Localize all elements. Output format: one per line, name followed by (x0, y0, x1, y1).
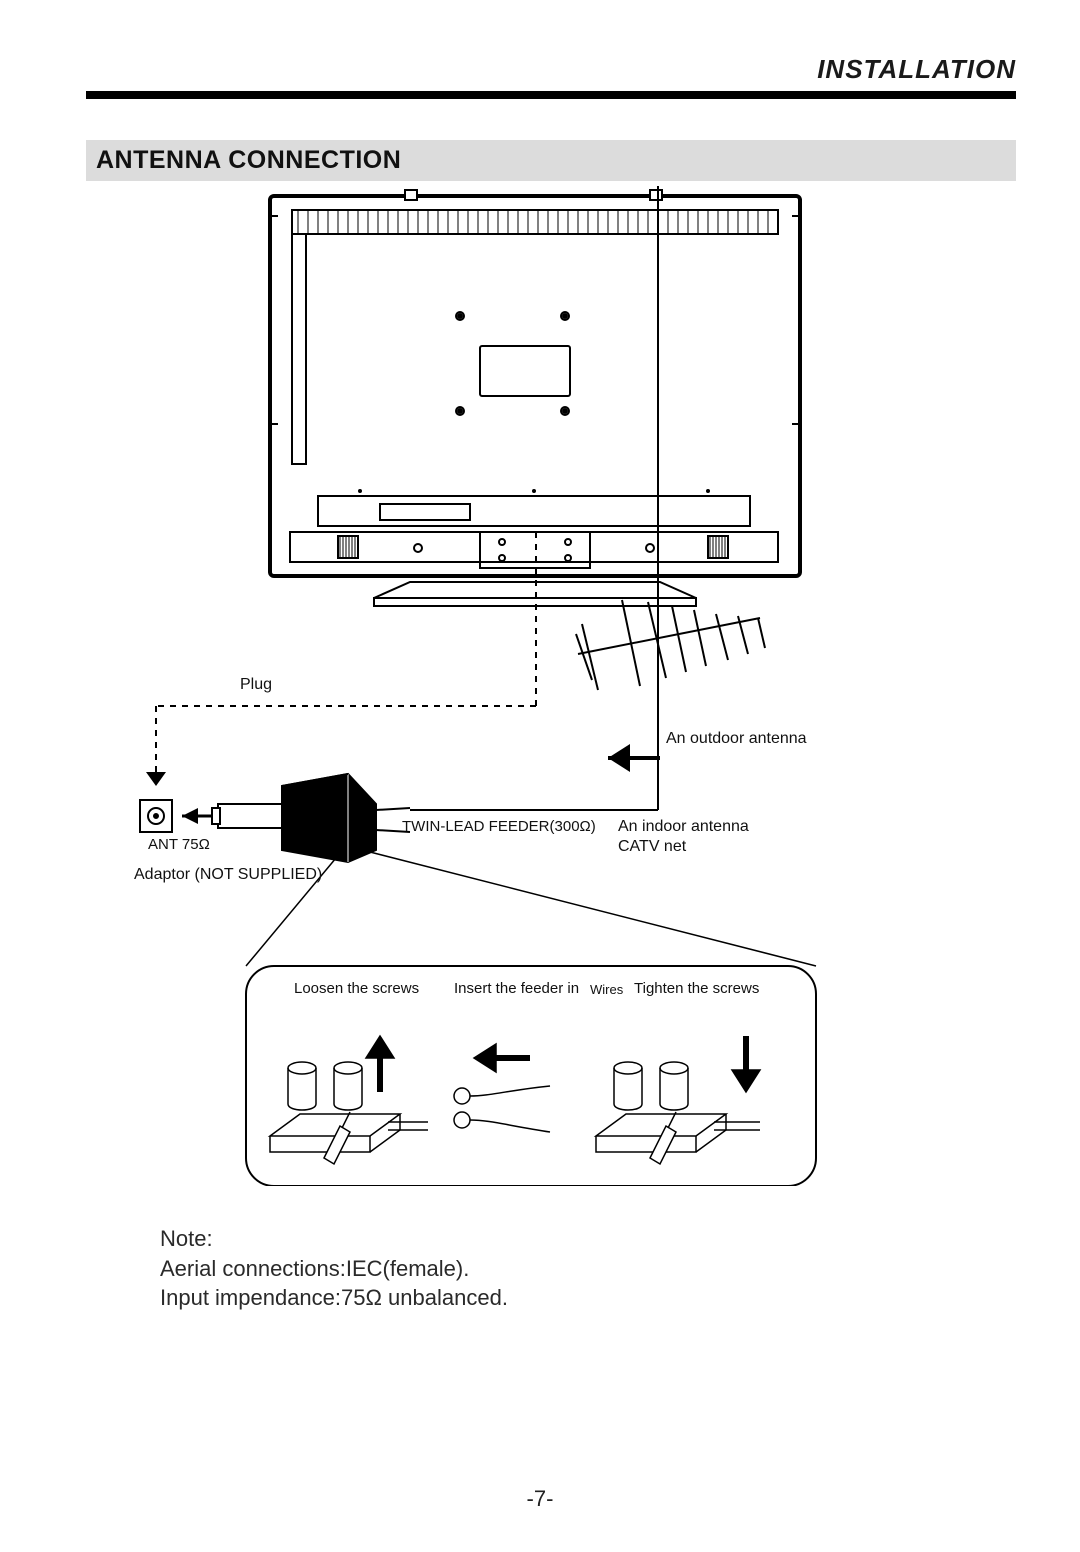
diagram: Plug An outdoor antenna ANT 75Ω TWIN-LEA… (110, 186, 940, 1186)
tv-back-panel-icon (270, 190, 800, 606)
note-title: Note: (160, 1224, 508, 1254)
label-insert: Insert the feeder in (454, 980, 579, 997)
note-block: Note: Aerial connections:IEC(female). In… (160, 1224, 508, 1313)
label-adaptor: Adaptor (NOT SUPPLIED) (134, 866, 322, 884)
label-plug: Plug (240, 676, 272, 694)
note-line: Aerial connections:IEC(female). (160, 1254, 508, 1284)
label-indoor-antenna: An indoor antenna (618, 818, 749, 836)
label-tighten: Tighten the screws (634, 980, 759, 997)
step-tighten-icon (596, 1036, 760, 1164)
arrow-left-icon (608, 744, 660, 772)
page-number: -7- (0, 1486, 1080, 1512)
outdoor-antenna-icon (410, 594, 765, 810)
coax-port-icon (140, 800, 172, 832)
adaptor-icon (212, 774, 410, 862)
header-rule (86, 91, 1016, 99)
note-line: Input impendance:75Ω unbalanced. (160, 1283, 508, 1313)
step-insert-icon (454, 1044, 550, 1132)
section-title: ANTENNA CONNECTION (86, 140, 1016, 181)
document-page: INSTALLATION ANTENNA CONNECTION (0, 0, 1080, 1552)
label-outdoor-antenna: An outdoor antenna (666, 730, 807, 748)
label-loosen: Loosen the screws (294, 980, 419, 997)
label-twin-lead: TWIN-LEAD FEEDER(300Ω) (402, 818, 596, 835)
label-ant75: ANT 75Ω (148, 836, 210, 853)
label-wires: Wires (590, 982, 623, 997)
diagram-svg (110, 186, 940, 1186)
header-title: INSTALLATION (86, 54, 1016, 85)
page-header: INSTALLATION (86, 54, 1016, 99)
label-catv: CATV net (618, 838, 686, 856)
step-loosen-icon (270, 1036, 428, 1164)
